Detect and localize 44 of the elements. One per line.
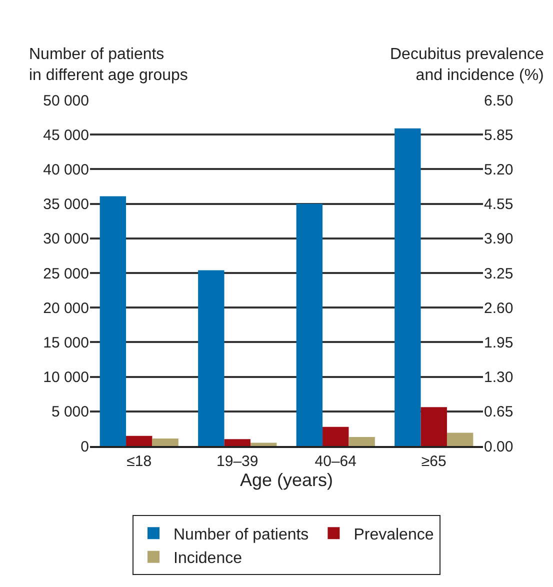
y2-tick-label: 5.85	[484, 126, 514, 144]
y2-tick-label: 1.30	[484, 369, 514, 386]
x-tick-label: ≥65	[421, 453, 446, 470]
legend-label: Incidence	[174, 550, 242, 568]
y-tick-label: 40 000	[43, 161, 89, 178]
y2-tick-label: 5.20	[484, 161, 514, 178]
x-tick-label: 19–39	[216, 453, 258, 470]
legend-label: Number of patients	[174, 526, 309, 544]
x-tick-label: ≤18	[126, 453, 152, 470]
y2-tick-label: 3.90	[484, 230, 514, 248]
x-axis-title: Age (years)	[240, 470, 334, 490]
bar	[394, 128, 421, 446]
y-axis-title: Number of patients in different age groups	[29, 46, 188, 84]
bar	[348, 436, 375, 446]
y2-axis-title: Decubitus prevalence and incidence (%)	[390, 46, 544, 84]
y-tick-label: 25 000	[43, 265, 89, 282]
y-tick-label: 30 000	[43, 230, 89, 248]
y2-tick-label: 4.55	[484, 196, 514, 214]
y2-tick-label: 2.60	[484, 300, 514, 317]
bar	[420, 407, 447, 446]
bar	[446, 432, 474, 446]
y2-tick-label: 3.25	[484, 265, 514, 282]
y2-tick-label: 1.95	[484, 334, 514, 352]
y2-tick-label: 0.65	[484, 404, 514, 421]
bar	[322, 426, 349, 446]
bar	[224, 439, 250, 446]
y-tick-label: 35 000	[43, 196, 89, 214]
y-tick-label: 0	[80, 438, 89, 456]
y-tick-label: 50 000	[43, 92, 89, 110]
bar	[100, 196, 126, 446]
y-tick-label: 45 000	[43, 126, 89, 144]
bar	[250, 442, 277, 446]
y-tick-label: 5 000	[51, 404, 89, 421]
bar	[152, 438, 178, 446]
y-tick-label: 15 000	[43, 334, 89, 352]
bar	[126, 436, 152, 446]
bar	[296, 204, 323, 446]
y2-tick-label: 0.00	[484, 438, 514, 456]
bar	[198, 270, 224, 446]
y-tick-label: 20 000	[43, 300, 89, 317]
y-tick-label: 10 000	[43, 369, 89, 386]
legend-label: Prevalence	[354, 526, 434, 544]
y2-tick-label: 6.50	[484, 92, 514, 110]
x-tick-label: 40–64	[314, 453, 356, 470]
